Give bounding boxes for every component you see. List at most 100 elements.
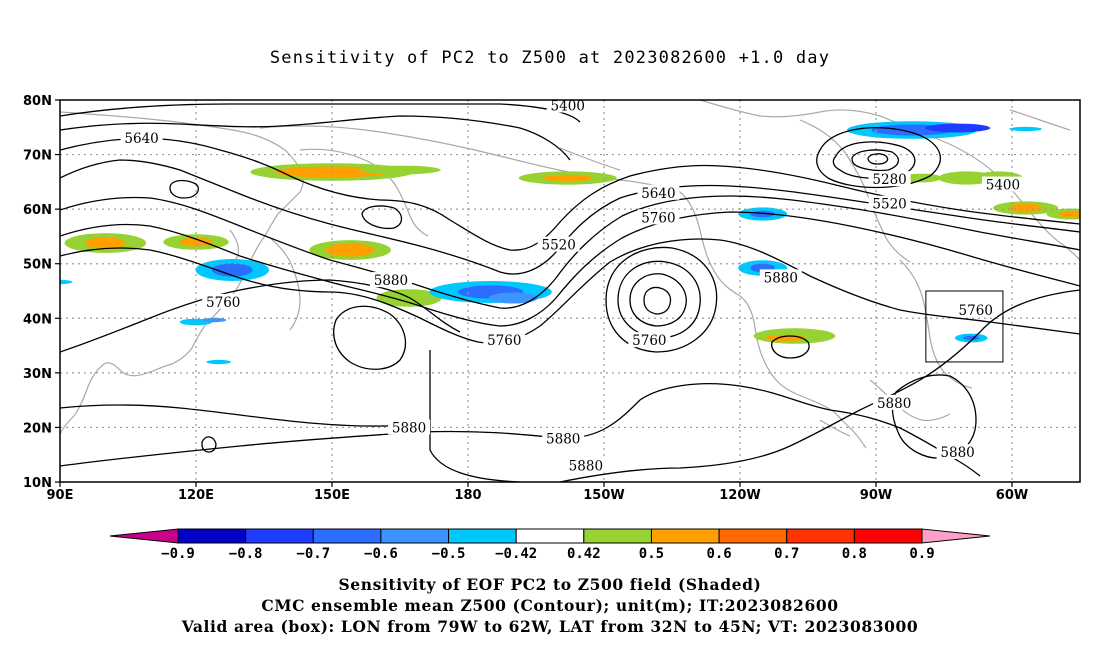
x-tick-label: 60W [996,488,1028,503]
colorbar-label: 0.7 [774,546,799,562]
shade-blob [201,317,227,323]
y-tick-label: 30N [23,367,52,382]
contour-label-text: 5280 [872,172,906,188]
shade-blob [359,165,441,175]
contour-label-bg [542,430,585,446]
contour-label: 5880 [388,419,431,436]
contour-label: 5400 [546,97,589,114]
contour-label: 5280 [868,171,911,188]
contour-label: 5880 [759,269,802,286]
y-tick-label: 70N [23,149,52,164]
colorbar-swatch [312,528,382,544]
contour-label: 5880 [936,443,979,461]
x-tick-label: 180 [454,488,481,503]
colorbar-label: −0.42 [495,546,537,562]
contour-label: 5760 [637,209,680,226]
map-title: Sensitivity of PC2 to Z500 at 2023082600… [269,48,831,68]
colorbar-label: 0.6 [706,546,731,562]
contour-label-text: 5760 [959,303,993,319]
contour-label-bg [546,97,589,113]
contour-label-bg [120,130,163,146]
contour-label: 5880 [564,457,607,475]
contour-label-text: 5880 [546,431,580,447]
axis-labels: 90E 120E 150E 180 150W 120W 90W 60W 80N 70N 60N 50N… [23,94,1028,503]
colorbar-swatch [515,528,585,544]
contour-label-bg [483,332,526,348]
colorbar-label: −0.5 [432,546,466,562]
shade-blob [211,263,253,277]
caption: Sensitivity of EOF PC2 to Z500 field (Sh… [0,574,1100,637]
x-tick-label: 90W [860,488,892,503]
contour-label: 5880 [873,394,916,412]
shade-blob [900,173,942,183]
contour-label-bg [628,332,671,348]
caption-line-2: CMC ensemble mean Z500 (Contour); unit(m… [261,596,839,615]
contour-label-bg [202,293,245,309]
contour-label-text: 5400 [551,98,585,114]
contour-label-text: 5760 [487,333,521,349]
contour-label-text: 5880 [374,273,408,289]
lat-lon-grid [60,100,1080,482]
contour-label: 5640 [637,184,680,202]
contour-label: 5520 [537,236,580,254]
x-tick-label: 150E [314,488,350,503]
y-tick-label: 60N [23,203,52,218]
shade-blob [488,292,538,304]
contour-label-text: 5880 [877,396,911,412]
x-tick-label: 120E [178,488,214,503]
shade-blob [84,237,126,249]
colorbar-swatch [245,528,314,544]
caption-line-1: Sensitivity of EOF PC2 to Z500 field (Sh… [338,575,762,594]
contour-label-text: 5640 [641,186,675,202]
contour-label: 5640 [120,130,163,147]
contour-label-bg [868,195,911,211]
valid-area-box [925,290,1004,363]
contour-label: 5760 [954,302,997,319]
map-frame [59,99,1081,483]
contour-label: 5760 [483,332,526,349]
colorbar-label: −0.9 [161,546,195,562]
contour-label-text: 5520 [872,197,906,213]
contour-label-text: 5640 [124,131,158,147]
contour-label: 5760 [628,332,671,349]
contour-label-text: 5880 [392,420,426,436]
contour-label-bg [388,419,431,435]
colorbar-label: 0.9 [909,546,934,562]
contour-label-text: 5760 [632,333,666,349]
colorbar-low-triangle [109,528,179,544]
contour-label-bg [637,184,680,200]
shade-blob [1009,126,1042,132]
contour-label-bg [759,269,802,285]
contour-label-bg [954,302,997,318]
shade-blob [206,359,231,365]
sensitivity-shading [60,121,1080,365]
shade-blob [924,123,991,133]
shade-blob [60,279,73,285]
colorbar: −0.9 −0.8 −0.7 −0.6 −0.5 −0.42 0.42 0.5 0.6 0.7 0.… [109,528,991,562]
contour-label-text: 5760 [206,295,240,311]
contour-label-text: 5760 [641,210,675,226]
colorbar-swatch [786,528,855,544]
colorbar-swatch [853,528,923,544]
colorbar-label: 0.42 [567,546,601,562]
colorbar-swatch [177,528,247,544]
contour-label: 5520 [868,195,911,213]
contour-label-bg [537,236,580,252]
colorbar-label: −0.8 [229,546,263,562]
contour-label-bg [637,209,680,225]
x-tick-label: 120W [719,488,760,503]
contour-label: 5400 [981,176,1024,194]
contour-label-bg [369,272,412,288]
contour-label-bg [873,394,916,410]
shade-blob [963,335,980,341]
x-tick-label: 150W [583,488,624,503]
contour-label-text: 5520 [541,238,575,254]
shade-blob [1009,203,1042,213]
y-tick-label: 40N [23,312,52,327]
colorbar-swatch [380,528,450,544]
contour-label-text: 5880 [569,459,603,475]
shade-blob [325,243,375,257]
contour-labels: 5400 5640 5640 5760 5520 5280 5520 5400 5760 5880… [120,97,1024,475]
contour-label-bg [981,176,1024,192]
